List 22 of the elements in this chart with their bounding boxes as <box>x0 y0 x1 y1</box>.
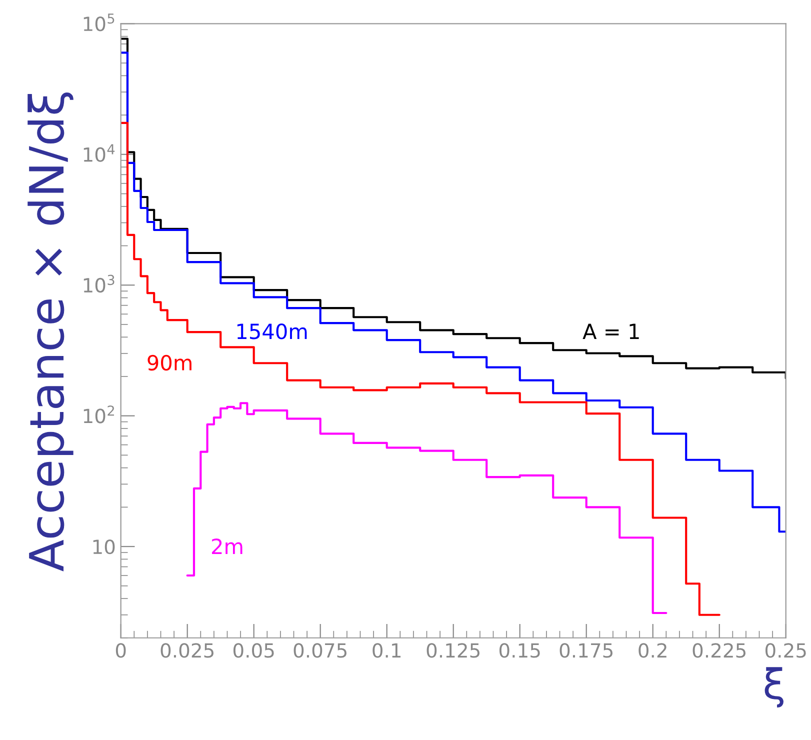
x-tick-label: 0.025 <box>160 643 214 658</box>
y-tick-label: 10$^{3}$ <box>84 274 114 293</box>
x-tick-label: 0.1 <box>372 643 401 658</box>
series-label: 1540m <box>237 324 307 340</box>
x-tick-label: 0.05 <box>233 643 274 658</box>
x-tick-label: 0.2 <box>638 643 666 658</box>
series-label: A = 1 <box>582 324 639 339</box>
x-tick-label: 0.25 <box>765 643 806 658</box>
y-tick-label: 10$^{4}$ <box>84 144 115 162</box>
x-tick-label: 0.225 <box>692 643 746 658</box>
series-label: 2m <box>212 538 242 554</box>
x-tick-label: 0.075 <box>294 643 346 658</box>
y-tick-label: 10$^{2}$ <box>84 406 114 424</box>
x-tick-label: 0.15 <box>499 643 540 658</box>
x-axis-title: ξ <box>764 667 784 708</box>
x-tick-label: 0 <box>116 643 126 658</box>
y-axis-title: Acceptance × dN/dξ <box>28 92 74 572</box>
y-tick-label: 10$^{5}$ <box>84 14 114 32</box>
x-tick-label: 0.125 <box>426 643 480 658</box>
y-tick-label: 10 <box>93 539 115 554</box>
x-tick-label: 0.175 <box>560 643 612 658</box>
series-label: 90m <box>148 354 192 371</box>
